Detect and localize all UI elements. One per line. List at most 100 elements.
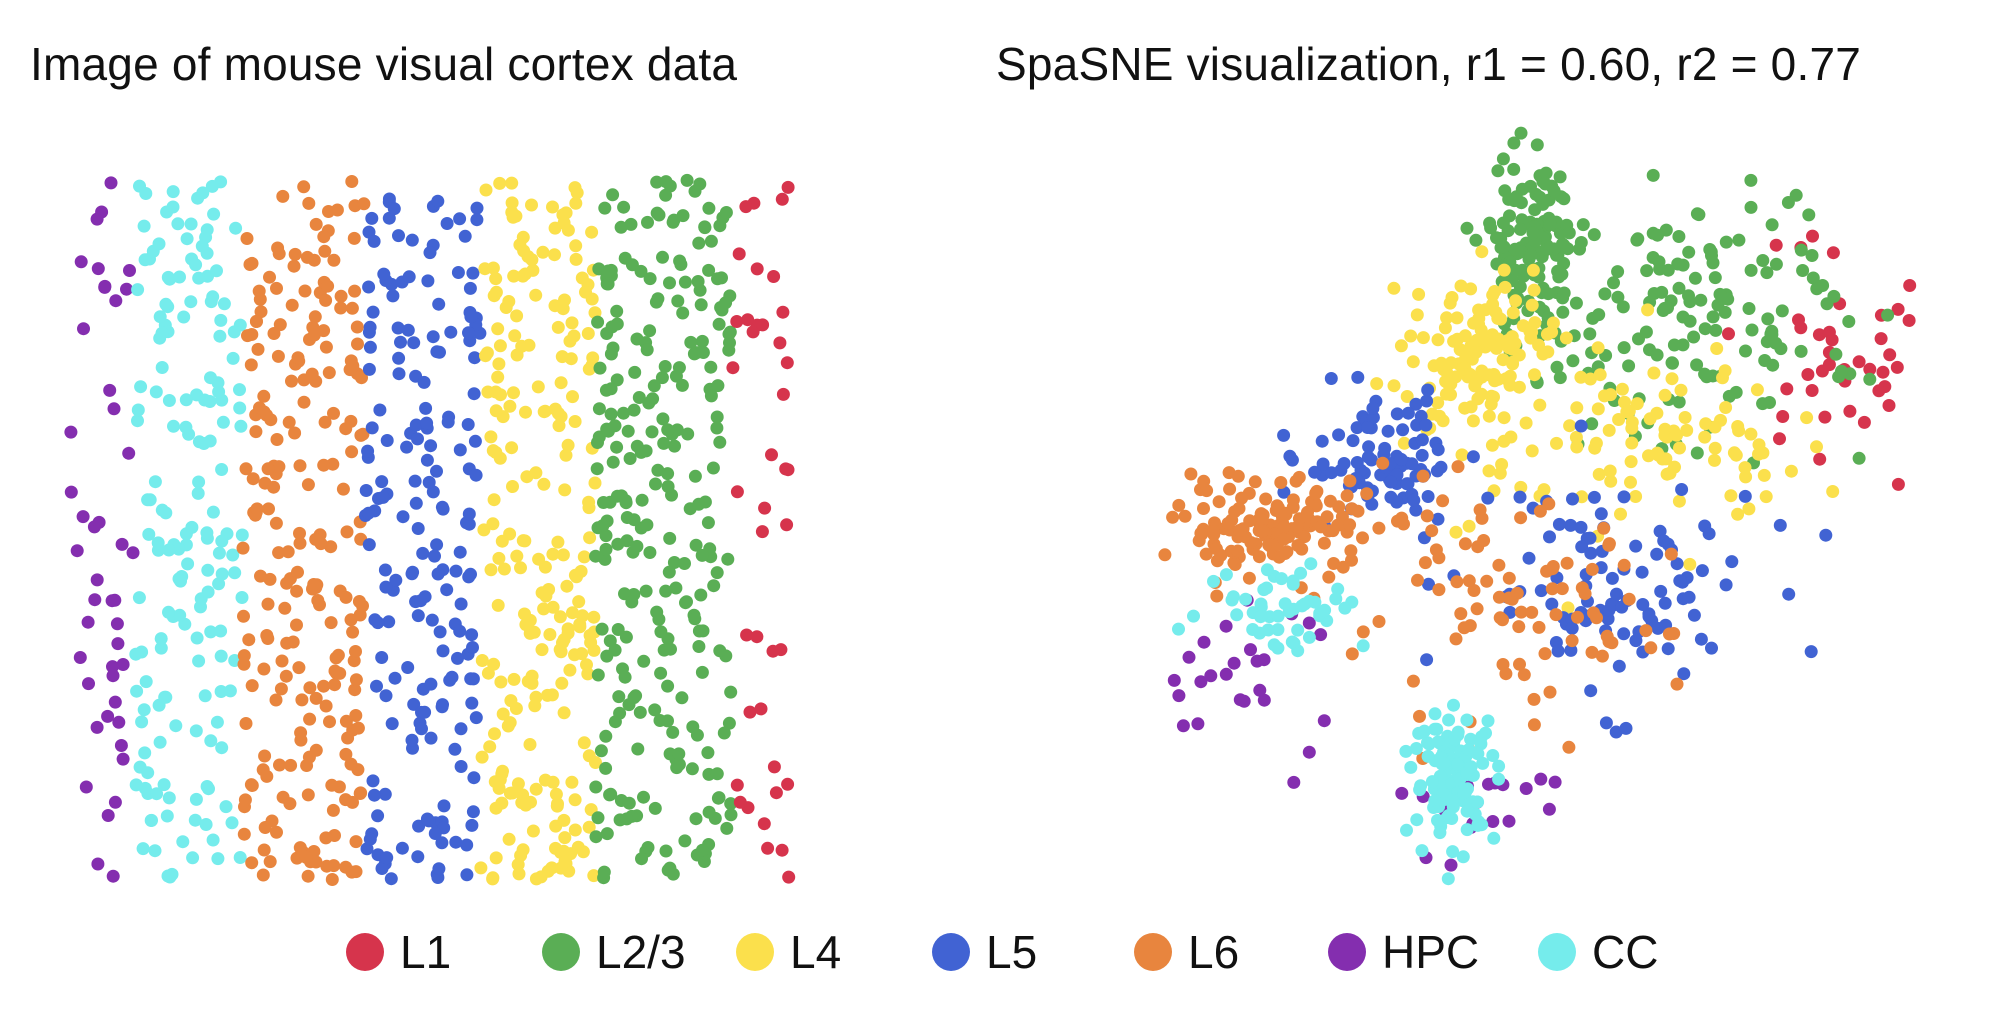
point-l4 [581,667,595,681]
point-l5 [1394,452,1408,466]
point-l4 [1750,383,1764,397]
point-l5 [1409,397,1423,411]
point-l6 [1533,504,1547,518]
point-l6 [1278,547,1292,560]
point-hpc [79,780,93,794]
point-l23 [627,403,641,417]
point-cc [153,310,167,324]
point-cc [210,715,224,729]
point-l5 [1396,423,1410,437]
point-l23 [1555,267,1569,281]
point-l5 [460,838,474,852]
point-l5 [431,567,445,581]
point-l6 [357,197,371,211]
point-l6 [281,545,295,559]
point-cc [139,675,153,689]
point-l4 [1485,389,1498,403]
point-l4 [1484,338,1498,352]
point-l6 [1231,469,1245,483]
point-l5 [375,475,389,489]
point-cc [211,852,225,866]
point-l4 [550,799,564,813]
point-cc [1413,783,1427,797]
point-cc [219,800,233,814]
point-l23 [599,761,613,775]
point-l1 [754,702,768,716]
point-l4 [1757,468,1771,482]
point-cc [189,258,203,272]
point-cc [1451,725,1465,739]
point-cc [1415,844,1429,858]
point-cc [201,585,215,599]
point-l23 [1719,235,1733,249]
point-l23 [694,588,708,602]
point-l5 [467,387,481,401]
point-l5 [1635,565,1649,579]
point-l5 [1819,528,1833,542]
point-l23 [658,360,672,373]
point-l6 [356,427,370,441]
point-l23 [1742,302,1756,315]
point-l4 [573,620,587,634]
legend-label-l5: L5 [986,926,1038,978]
point-l23 [704,360,718,374]
point-cc [160,809,174,823]
point-l6 [261,597,275,611]
point-l1 [767,270,781,283]
point-cc [1271,609,1285,623]
point-l23 [713,219,727,233]
point-l23 [1562,226,1576,240]
point-l5 [378,563,392,577]
point-l5 [425,613,439,627]
point-l4 [558,831,572,845]
point-l4 [1416,331,1430,345]
point-l4 [503,527,517,541]
point-hpc [107,402,121,416]
point-l6 [348,683,362,697]
point-l4 [1525,325,1539,339]
point-l1 [1780,382,1794,396]
point-l23 [1820,297,1834,311]
point-l23 [1766,358,1780,372]
point-l4 [1512,348,1526,362]
point-cc [1260,563,1274,577]
point-l4 [1563,419,1577,433]
point-l5 [1324,372,1338,385]
point-cc [138,253,152,267]
point-l4 [1656,452,1669,466]
point-l4 [586,351,600,365]
point-cc [1338,601,1352,615]
point-l6 [1343,518,1357,532]
point-l6 [272,460,286,474]
point-l23 [1611,290,1625,304]
point-cc [1433,826,1447,840]
point-l4 [1708,453,1721,467]
point-l4 [557,633,571,647]
point-l23 [1794,344,1808,358]
point-l23 [1739,344,1752,358]
point-cc [1187,609,1200,623]
point-l6 [269,516,283,530]
point-l5 [451,651,464,665]
point-l23 [1683,295,1697,309]
point-l6 [1411,573,1424,587]
point-l5 [440,217,454,230]
point-l6 [301,869,315,883]
point-cc [215,567,229,581]
point-l4 [568,648,581,662]
point-l4 [1482,409,1496,423]
point-l6 [322,366,336,380]
point-l23 [719,296,733,310]
point-l1 [761,841,775,855]
point-l6 [301,478,315,492]
point-l5 [1564,643,1578,657]
point-cc [190,631,204,645]
point-l4 [488,727,501,741]
point-hpc [1219,619,1233,633]
point-cc [215,534,229,548]
point-l6 [349,673,363,687]
point-hpc [77,322,90,336]
point-cc [173,270,186,284]
point-l5 [1610,587,1623,601]
point-l5 [1361,421,1375,434]
